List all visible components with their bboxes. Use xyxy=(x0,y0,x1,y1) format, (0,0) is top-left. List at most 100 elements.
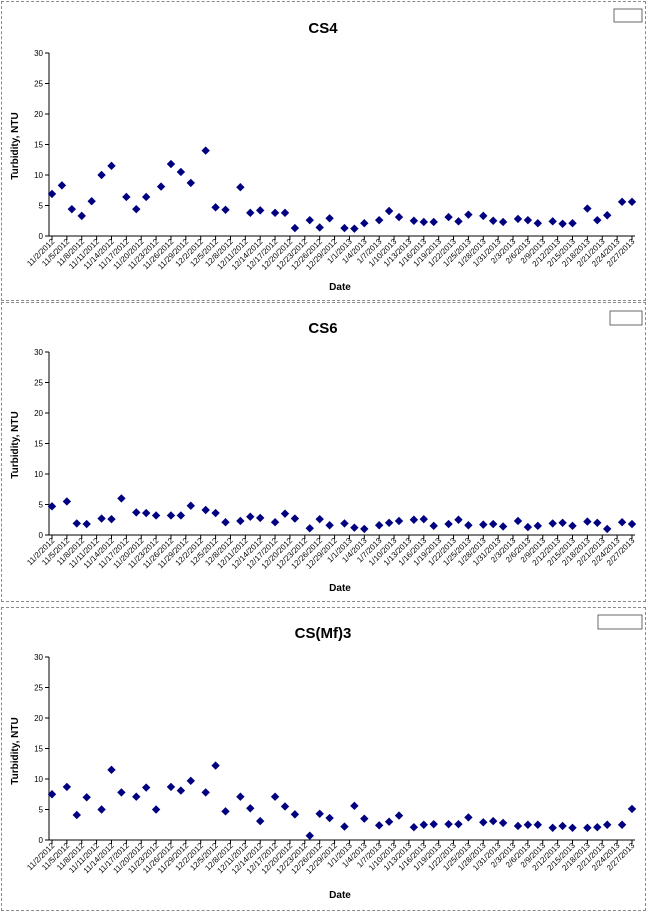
data-point xyxy=(305,524,314,533)
data-point xyxy=(315,223,324,232)
data-point xyxy=(201,788,210,797)
chart-cs4: CS4 Turbidity, NTU Date 05101520253011/2… xyxy=(10,8,643,293)
data-point xyxy=(548,519,557,528)
data-point xyxy=(419,217,428,227)
data-point xyxy=(290,810,300,819)
data-point xyxy=(236,516,245,526)
data-point xyxy=(498,217,508,227)
chart-title: CS4 xyxy=(308,20,338,37)
data-point xyxy=(47,790,57,799)
data-point xyxy=(568,823,577,832)
data-point xyxy=(166,511,176,520)
data-point xyxy=(498,818,508,828)
legend-box xyxy=(597,614,643,630)
data-point xyxy=(583,823,592,832)
data-point xyxy=(72,810,81,820)
data-point xyxy=(360,218,369,228)
data-point xyxy=(236,183,245,192)
y-tick-label: 10 xyxy=(34,171,43,180)
data-point xyxy=(593,822,602,832)
y-tick-label: 5 xyxy=(39,501,44,510)
data-point xyxy=(464,210,473,219)
data-point xyxy=(568,218,577,228)
data-point xyxy=(593,518,602,527)
data-point xyxy=(617,820,627,829)
data-point xyxy=(270,792,280,801)
data-point xyxy=(256,816,265,826)
data-point xyxy=(47,189,57,199)
data-point xyxy=(87,197,96,206)
data-point xyxy=(47,502,57,511)
data-point xyxy=(340,519,349,528)
data-point xyxy=(325,521,334,530)
data-point xyxy=(290,223,300,233)
data-point xyxy=(256,513,265,523)
data-point xyxy=(186,776,196,786)
data-point xyxy=(513,516,523,526)
data-point xyxy=(593,215,602,225)
data-point xyxy=(176,786,186,795)
y-tick-label: 10 xyxy=(34,775,43,784)
data-point xyxy=(429,819,438,829)
data-point xyxy=(444,819,453,829)
y-axis-label: Turbidity, NTU xyxy=(10,112,21,179)
data-point xyxy=(186,501,196,510)
data-point xyxy=(166,782,176,792)
data-point xyxy=(533,218,543,228)
data-point xyxy=(201,505,210,515)
data-point xyxy=(82,793,91,802)
data-point xyxy=(533,521,543,531)
data-point xyxy=(360,814,369,823)
data-point xyxy=(107,161,116,171)
data-point xyxy=(350,801,359,811)
data-point xyxy=(141,783,151,792)
data-point xyxy=(617,197,627,207)
data-point xyxy=(211,203,220,212)
data-point xyxy=(340,822,349,831)
data-point xyxy=(603,524,612,534)
data-point xyxy=(360,524,369,534)
data-point xyxy=(558,219,567,228)
data-point xyxy=(384,206,394,216)
y-tick-label: 15 xyxy=(34,141,43,150)
y-tick-label: 25 xyxy=(34,379,43,388)
data-point xyxy=(513,821,523,831)
data-point xyxy=(419,820,428,829)
data-point xyxy=(429,217,438,227)
y-tick-label: 5 xyxy=(39,202,44,211)
data-point xyxy=(409,216,419,225)
data-point xyxy=(464,813,473,822)
data-point xyxy=(221,517,230,527)
data-point xyxy=(186,178,196,188)
data-point xyxy=(67,204,77,214)
chart-title: CS(Mf)3 xyxy=(295,625,352,642)
data-point xyxy=(97,170,106,180)
data-point xyxy=(429,521,438,531)
data-point xyxy=(548,217,557,226)
data-point xyxy=(221,807,230,816)
data-point xyxy=(290,514,300,523)
data-point xyxy=(479,818,488,827)
legend-box xyxy=(609,310,643,326)
data-point xyxy=(141,192,151,202)
x-axis-label: Date xyxy=(329,282,351,293)
data-point xyxy=(176,167,186,177)
y-tick-label: 0 xyxy=(39,836,44,845)
data-point xyxy=(603,211,612,220)
data-point xyxy=(107,765,116,775)
data-point xyxy=(82,519,91,529)
data-point xyxy=(62,782,72,792)
data-point xyxy=(394,212,404,222)
data-point xyxy=(409,515,419,524)
data-point xyxy=(221,205,230,214)
data-point xyxy=(454,217,463,226)
data-point xyxy=(444,212,453,222)
chart-csmf3: CS(Mf)3 Turbidity, NTU Date 0 5 10 15 20 25 30… xyxy=(10,614,643,901)
data-point xyxy=(132,204,141,214)
data-point xyxy=(246,208,255,218)
data-point xyxy=(132,508,141,517)
data-point xyxy=(488,816,498,826)
data-point xyxy=(280,802,290,811)
y-tick-label: 5 xyxy=(39,806,44,815)
data-point xyxy=(107,514,116,524)
